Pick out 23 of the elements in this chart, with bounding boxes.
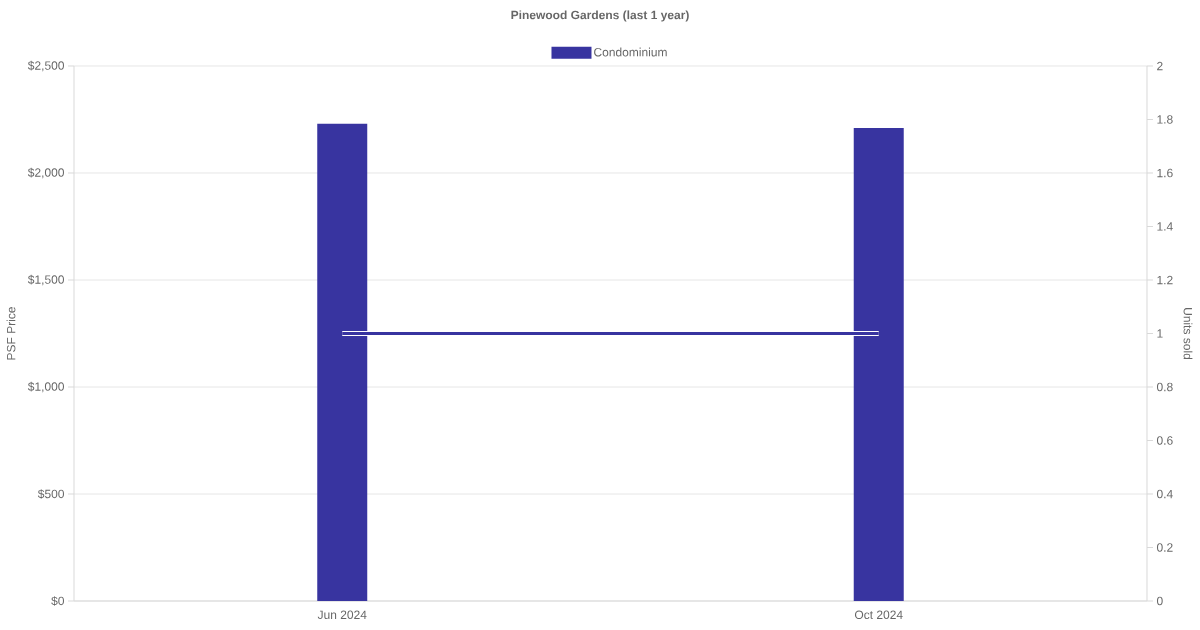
y-tick-label: $2,000 <box>27 167 64 179</box>
y-tick-label: $1,000 <box>27 381 64 393</box>
y-axis-title: PSF Price <box>6 307 16 360</box>
x-tick-label: Oct 2024 <box>854 610 903 620</box>
y-tick-label: $1,500 <box>27 274 64 286</box>
y2-tick-label: 0 <box>1156 596 1163 606</box>
y2-tick-label: 0.2 <box>1156 543 1173 552</box>
y2-axis-title: Units sold <box>1183 308 1193 360</box>
y-tick-label: $2,500 <box>27 60 64 72</box>
y2-tick-label: 2 <box>1157 61 1163 71</box>
y2-tick-label: 0.8 <box>1156 382 1173 392</box>
y2-tick-label: 1 <box>1157 329 1163 338</box>
y2-tick-label: 0.4 <box>1156 489 1173 499</box>
y-tick-label: $500 <box>37 489 64 499</box>
y2-tick-label: 1.4 <box>1157 222 1173 231</box>
chart-title: Pinewood Gardens (last 1 year) <box>511 10 689 22</box>
y-tick-label: $0 <box>51 596 65 606</box>
y2-tick-label: 0.6 <box>1156 436 1173 445</box>
y2-tick-label: 1.8 <box>1157 115 1173 124</box>
legend-label: Condominium <box>594 47 667 57</box>
x-tick-label: Jun 2024 <box>317 610 367 620</box>
y2-tick-label: 1.6 <box>1157 168 1173 178</box>
y2-tick-label: 1.2 <box>1157 275 1173 285</box>
